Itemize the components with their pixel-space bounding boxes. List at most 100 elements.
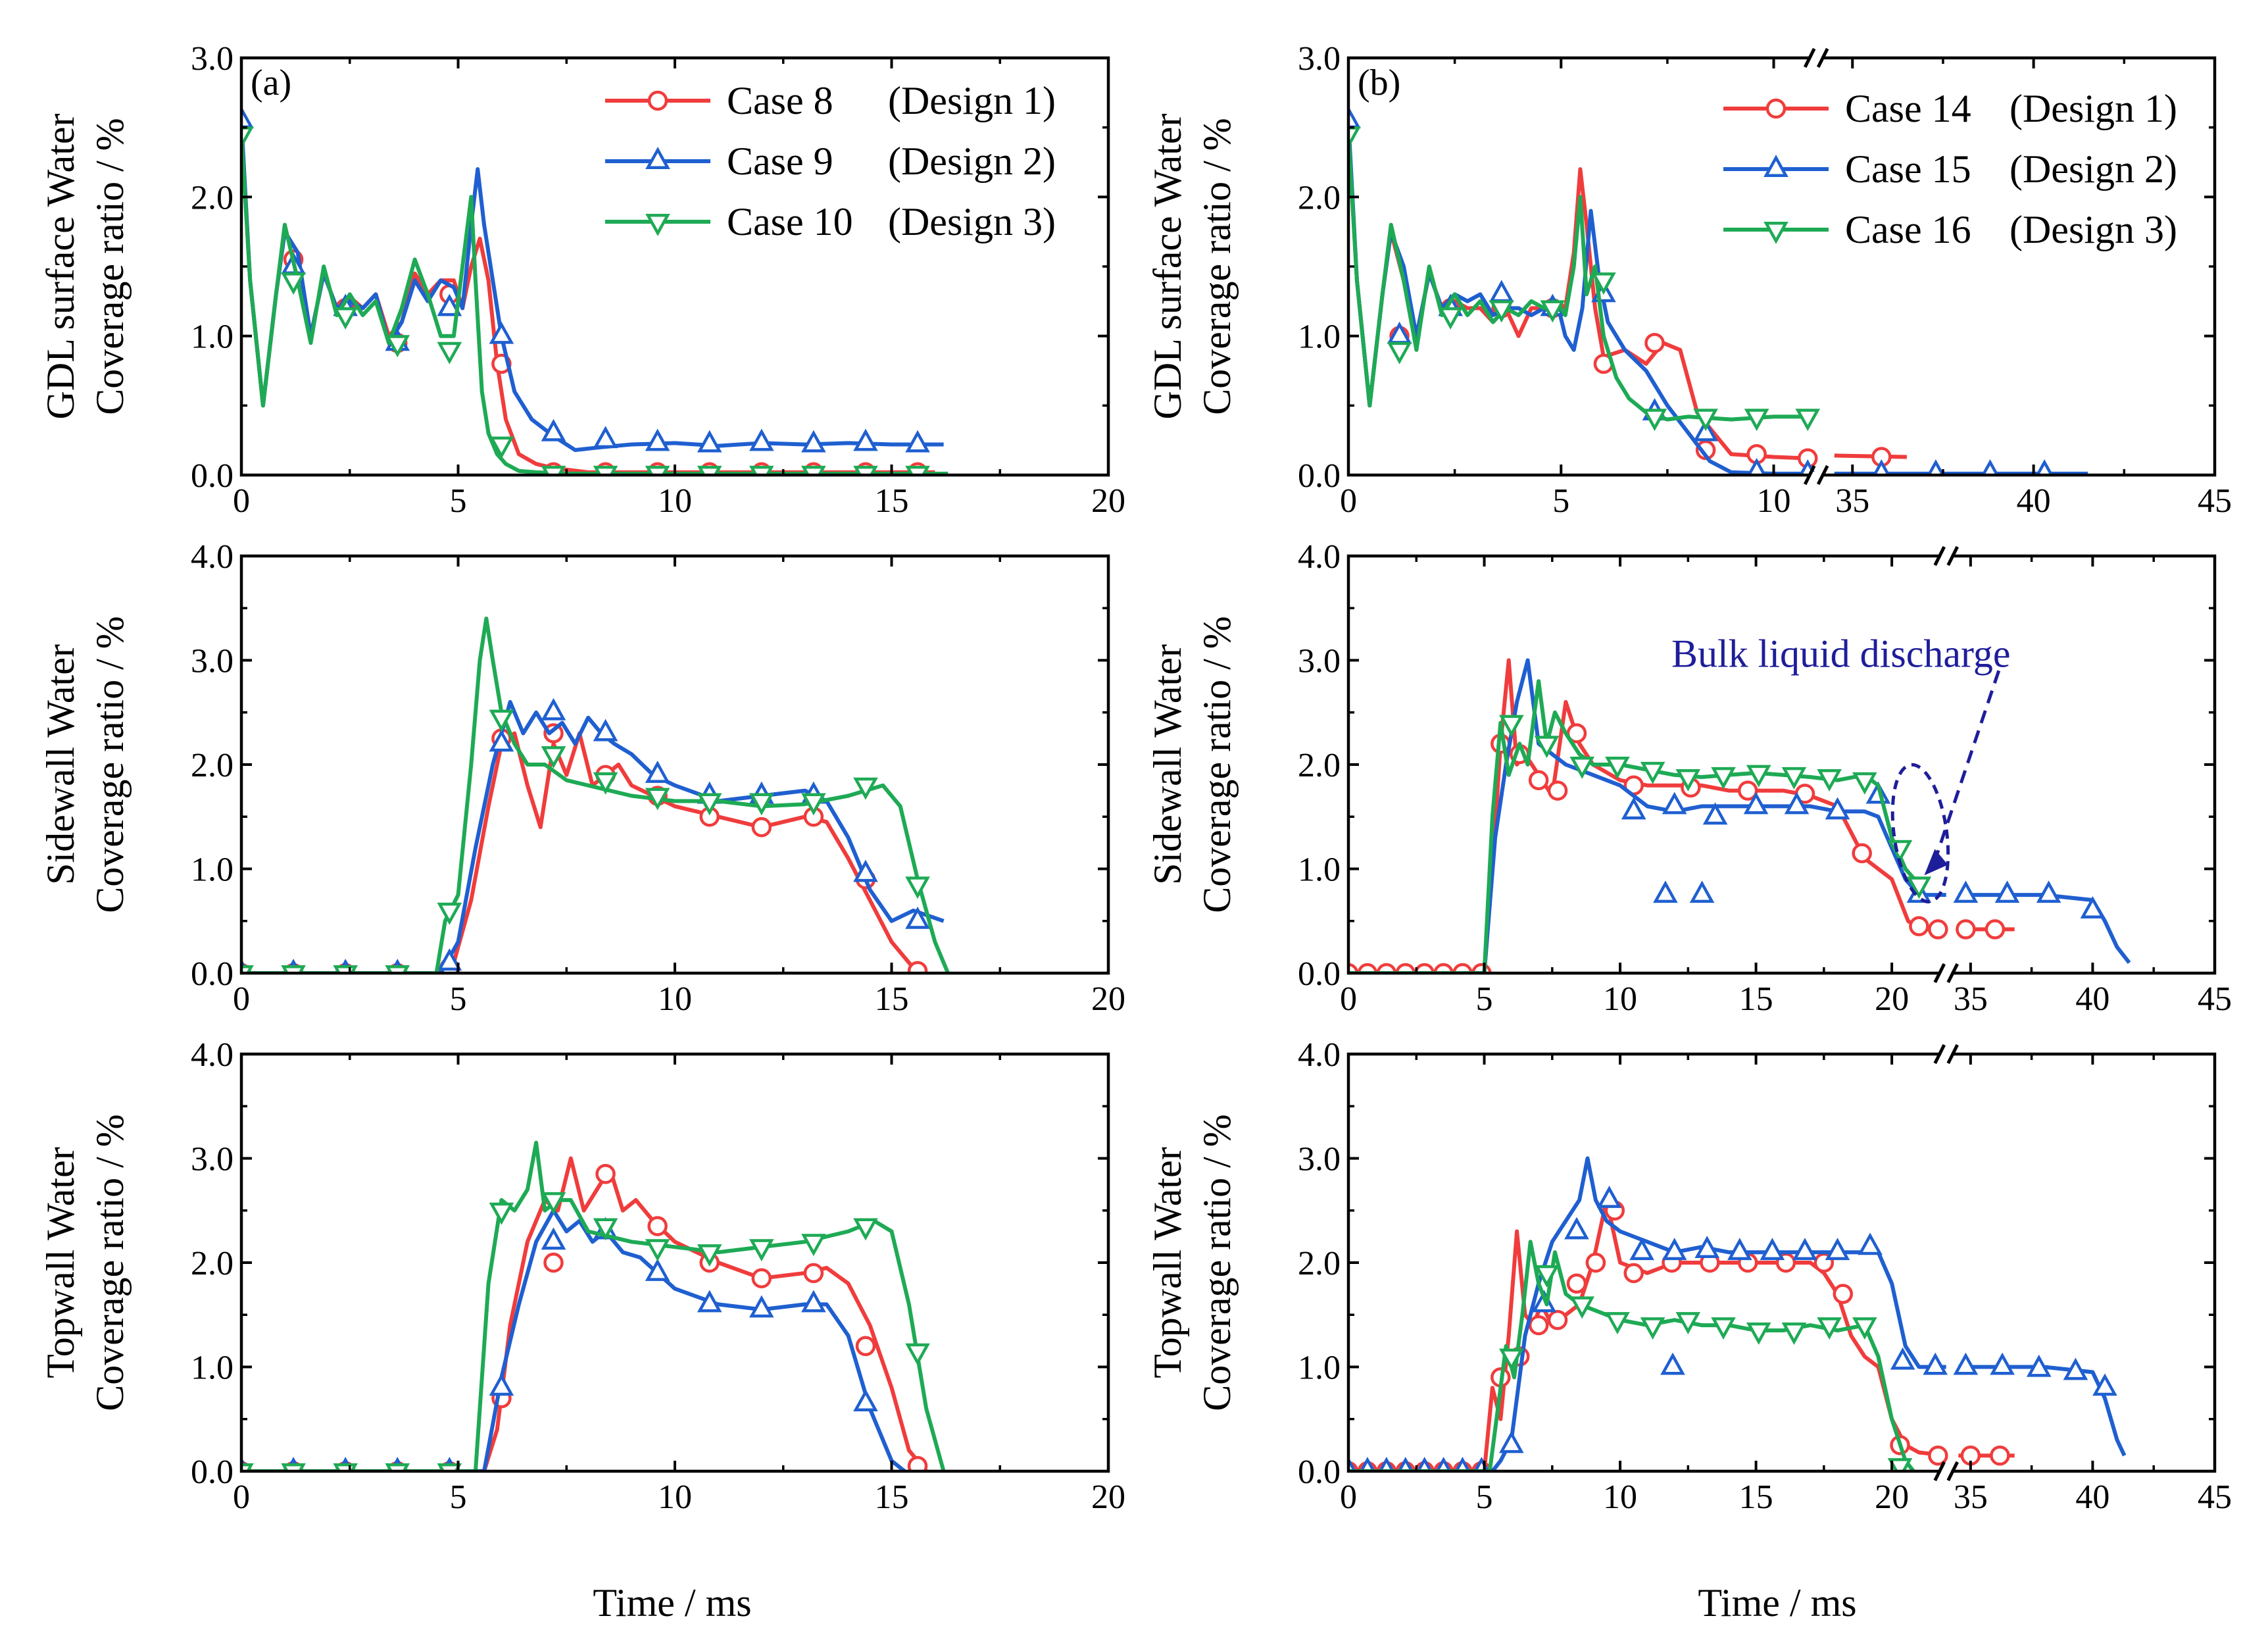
y-axis-label-line1: GDL surface Water xyxy=(1146,114,1189,420)
data-point-case-16 xyxy=(1534,736,1560,759)
x-tick-label: 0 xyxy=(1340,482,1357,520)
data-point-case-10 xyxy=(593,1218,618,1241)
data-point-case-16 xyxy=(1817,769,1842,792)
data-point-case-15 xyxy=(1653,880,1678,903)
data-point-case-10 xyxy=(593,772,618,795)
data-point-case-10 xyxy=(697,793,722,816)
data-point-case-16 xyxy=(1605,1312,1630,1335)
y-axis-label-line1: Sidewall Water xyxy=(39,644,82,885)
panel-a-side: 0 5 10 15 20 0.0 1.0 2.0 3.0 4.0 Sidewall Water Cov… xyxy=(39,538,1125,1018)
x-tick-label: 10 xyxy=(658,1478,692,1516)
data-point-case-14 xyxy=(1623,1263,1644,1284)
legend-design: (Design 2) xyxy=(888,139,1056,183)
series-line-case-8 xyxy=(241,731,927,973)
x-tick-label: 0 xyxy=(1340,980,1357,1018)
y-tick-label: 0.0 xyxy=(1298,1453,1341,1491)
data-point-case-14 xyxy=(1985,919,2006,940)
data-point-case-16 xyxy=(1387,341,1412,365)
data-point-case-14 xyxy=(1956,919,1976,940)
y-tick-label: 1.0 xyxy=(1298,851,1341,889)
data-point-case-16 xyxy=(1438,307,1463,330)
data-point-case-10 xyxy=(437,902,462,925)
data-point-case-10 xyxy=(241,1463,254,1471)
x-tick-label: 5 xyxy=(450,980,467,1018)
series-group xyxy=(1348,106,2088,475)
annotation-label: Bulk liquid discharge xyxy=(1671,632,2011,676)
data-point-case-14 xyxy=(1414,963,1435,973)
x-tick-label: 5 xyxy=(450,1478,467,1516)
data-point-case-14 xyxy=(1644,332,1665,353)
y-tick-label: 0.0 xyxy=(1298,955,1341,993)
data-point-case-9 xyxy=(749,428,774,451)
data-point-case-16 xyxy=(1348,126,1361,149)
data-point-case-15 xyxy=(1689,880,1715,903)
y-tick-label: 3.0 xyxy=(1298,40,1341,78)
y-tick-label: 1.0 xyxy=(191,851,234,889)
data-point-case-9 xyxy=(593,719,618,742)
data-point-case-10 xyxy=(905,1343,930,1366)
data-point-case-10 xyxy=(645,465,670,475)
data-point-case-15 xyxy=(1727,1238,1752,1261)
x-tick-label: 5 xyxy=(1476,980,1493,1018)
legend-marker xyxy=(1763,155,1788,177)
axis-break-gap xyxy=(1940,970,1952,976)
data-point-case-16 xyxy=(1499,715,1524,738)
data-point-case-8 xyxy=(543,723,564,744)
data-point-case-15 xyxy=(1702,802,1728,825)
data-point-case-10 xyxy=(853,1218,878,1241)
data-point-case-10 xyxy=(281,1463,306,1471)
y-tick-label: 1.0 xyxy=(191,1349,234,1387)
legend-marker xyxy=(647,90,668,111)
data-point-case-9 xyxy=(541,418,566,441)
data-point-case-15 xyxy=(1662,792,1687,815)
data-point-case-10 xyxy=(905,876,930,899)
data-point-case-16 xyxy=(1569,757,1595,779)
x-tick-label: 20 xyxy=(1091,980,1125,1018)
axis-break-gap xyxy=(1811,55,1822,61)
data-point-case-9 xyxy=(697,1290,722,1313)
x-tick-label: 0 xyxy=(1340,1478,1357,1516)
data-point-case-15 xyxy=(1454,1457,1471,1471)
annotation: Bulk liquid discharge xyxy=(1671,632,2011,903)
x-tick-label: 45 xyxy=(2198,482,2232,520)
data-point-case-9 xyxy=(437,948,462,971)
x-tick-label: 35 xyxy=(1954,980,1988,1018)
y-tick-label: 1.0 xyxy=(191,318,234,356)
data-point-case-15 xyxy=(2036,880,2061,903)
data-point-case-15 xyxy=(2063,1357,2088,1380)
data-point-case-16 xyxy=(1744,409,1769,432)
x-tick-label: 0 xyxy=(233,482,250,520)
data-point-case-15 xyxy=(1378,1457,1394,1471)
data-point-case-14 xyxy=(1852,843,1872,863)
x-tick-label: 0 xyxy=(233,1478,250,1516)
y-tick-label: 2.0 xyxy=(191,1245,234,1282)
data-point-case-10 xyxy=(801,1234,826,1257)
data-point-case-9 xyxy=(645,760,670,783)
y-tick-label: 1.0 xyxy=(1298,318,1341,356)
data-point-case-9 xyxy=(853,859,878,882)
data-point-case-16 xyxy=(1640,1317,1665,1340)
axis-break-mark xyxy=(1946,1461,1959,1482)
series-group xyxy=(1348,658,2131,973)
data-point-case-15 xyxy=(1348,1457,1357,1471)
annotation-ellipse xyxy=(1890,763,1950,903)
data-point-case-10 xyxy=(749,465,774,475)
x-tick-label: 10 xyxy=(1603,1478,1637,1516)
axis-break-mark xyxy=(1803,47,1816,68)
x-tick-label: 10 xyxy=(658,482,692,520)
data-point-case-10 xyxy=(489,436,514,459)
x-tick-label: 5 xyxy=(450,482,467,520)
series-group xyxy=(241,1140,946,1471)
data-point-case-8 xyxy=(751,1268,772,1289)
legend-label: Case 8 xyxy=(727,79,833,122)
series-line-case-9 xyxy=(241,699,945,973)
data-point-case-15 xyxy=(1858,1232,1883,1255)
data-point-case-15 xyxy=(1743,792,1769,815)
legend-label: Case 15 xyxy=(1845,147,1971,191)
axis-break-mark xyxy=(1933,963,1946,984)
data-point-case-10 xyxy=(281,272,306,295)
x-tick-label: 20 xyxy=(1091,1478,1125,1516)
